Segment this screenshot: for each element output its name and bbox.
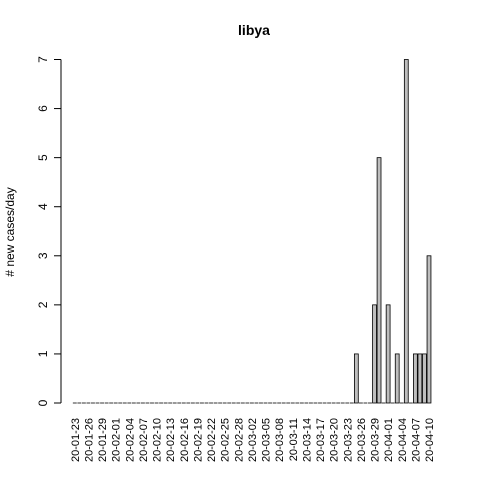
bar bbox=[417, 353, 423, 404]
x-tick-label: 20-02-13 bbox=[165, 418, 177, 462]
x-tick-label: 20-02-16 bbox=[179, 418, 191, 462]
y-tick-label: 6 bbox=[36, 105, 50, 112]
y-tick-label: 5 bbox=[36, 154, 50, 161]
x-tick-label: 20-04-04 bbox=[397, 418, 409, 462]
x-tick-label: 20-02-25 bbox=[220, 418, 232, 462]
x-tick-label: 20-02-19 bbox=[192, 418, 204, 462]
bar bbox=[413, 353, 418, 404]
bar bbox=[385, 304, 391, 404]
bars-group bbox=[72, 59, 432, 404]
x-tick-label: 20-02-07 bbox=[138, 418, 150, 462]
x-tick-label: 20-04-01 bbox=[383, 418, 395, 462]
x-tick-label: 20-03-08 bbox=[274, 418, 286, 462]
x-tick-label: 20-02-10 bbox=[152, 418, 164, 462]
x-tick-label: 20-01-26 bbox=[83, 418, 95, 462]
x-tick-label: 20-03-05 bbox=[261, 418, 273, 462]
x-tick-label: 20-03-20 bbox=[329, 418, 341, 462]
x-tick-label: 20-03-02 bbox=[247, 418, 259, 462]
bar bbox=[353, 353, 359, 404]
x-tick-label: 20-01-29 bbox=[97, 418, 109, 462]
x-tick-label: 20-03-11 bbox=[288, 418, 300, 461]
bar bbox=[422, 353, 427, 404]
x-tick-label: 20-02-04 bbox=[124, 418, 136, 462]
x-tick-label: 20-03-29 bbox=[370, 418, 382, 462]
x-tick-label: 20-02-22 bbox=[206, 418, 218, 462]
bar bbox=[394, 353, 400, 404]
x-tick-label: 20-04-07 bbox=[410, 418, 422, 462]
x-tick-label: 20-03-14 bbox=[301, 418, 313, 462]
x-tick-label: 20-04-10 bbox=[424, 418, 436, 462]
x-tick-label: 20-03-17 bbox=[315, 418, 327, 462]
x-tick-label: 20-01-23 bbox=[70, 418, 82, 462]
x-axis: 20-01-23 20-01-26 20-01-29 20-02-01 20-02-04… bbox=[70, 418, 436, 462]
y-tick-label: 4 bbox=[36, 203, 50, 210]
y-tick-label: 7 bbox=[36, 56, 50, 63]
chart-title: libya bbox=[238, 22, 270, 38]
x-tick-label: 20-03-26 bbox=[356, 418, 368, 462]
y-tick-label: 3 bbox=[36, 252, 50, 259]
bar bbox=[372, 304, 377, 404]
x-tick-label: 20-02-01 bbox=[111, 418, 123, 462]
x-tick-label: 20-02-28 bbox=[233, 418, 245, 462]
bar bbox=[426, 255, 432, 404]
y-tick-label: 2 bbox=[36, 301, 50, 308]
y-axis-label: # new cases/day bbox=[3, 187, 17, 276]
y-tick-label: 0 bbox=[36, 399, 50, 406]
y-tick-label: 1 bbox=[36, 350, 50, 357]
bar bbox=[376, 157, 382, 404]
y-axis: 0 1 2 3 4 5 6 7 bbox=[36, 56, 62, 406]
bar bbox=[403, 59, 409, 404]
x-tick-label: 20-03-23 bbox=[342, 418, 354, 462]
